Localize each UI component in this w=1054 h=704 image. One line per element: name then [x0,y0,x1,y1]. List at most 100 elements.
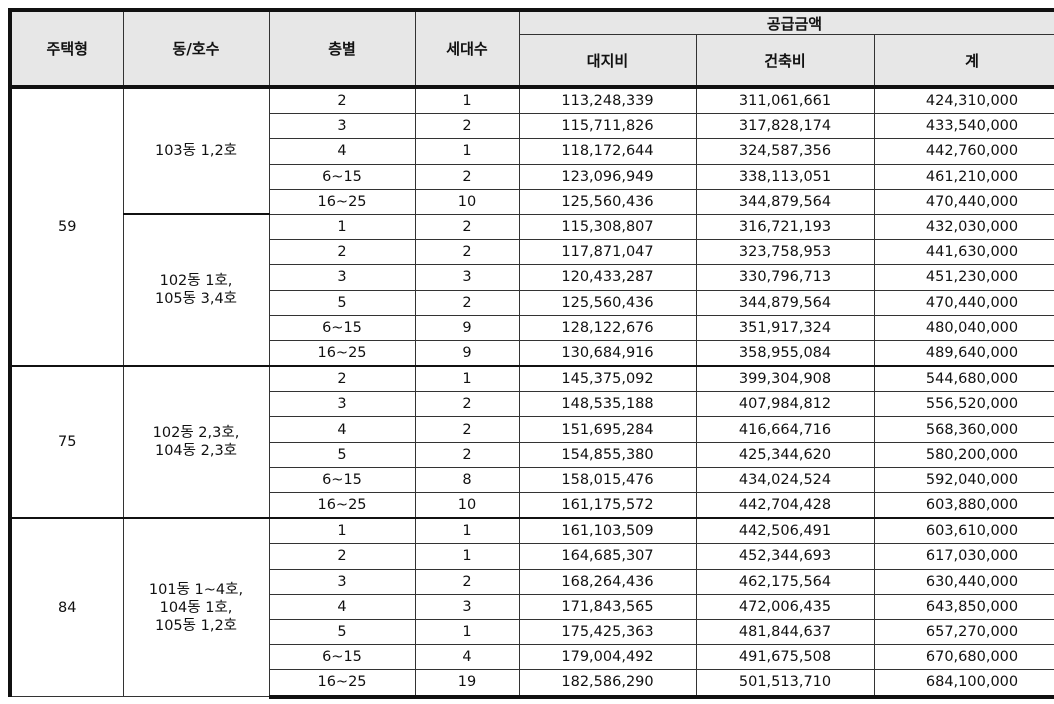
total-cell: 630,440,000 [873,568,1054,595]
table-row: 6~15 4 179,004,492 491,675,508 670,680,000 [10,644,1054,671]
building-cost-cell: 501,513,710 [695,669,875,699]
building-cost-cell: 416,664,716 [695,416,875,443]
floor-cell: 6~15 [268,466,416,494]
households-cell: 2 [414,239,520,266]
header-type: 주택형 [8,8,124,89]
total-cell: 470,440,000 [873,188,1054,215]
total-cell: 643,850,000 [873,593,1054,620]
unit-line: 102동 1호, [159,273,233,290]
unit-line: 103동 1,2호 [154,143,238,160]
floor-cell: 16~25 [268,492,416,519]
unit-line: 105동 3,4호 [154,291,238,308]
total-cell: 592,040,000 [873,466,1054,494]
table-row: 3 2 168,264,436 462,175,564 630,440,000 [10,568,1054,595]
unit-line: 101동 1~4호, [148,581,244,598]
land-cost-cell: 161,103,509 [518,517,697,545]
floor-cell: 6~15 [268,163,416,190]
land-cost-cell: 145,375,092 [518,365,697,393]
building-cost-cell: 399,304,908 [695,365,875,393]
total-cell: 451,230,000 [873,264,1054,291]
floor-cell: 6~15 [268,644,416,671]
table-row: 4 2 151,695,284 416,664,716 568,360,000 [10,416,1054,443]
floor-cell: 5 [268,441,416,468]
table-row: 6~15 9 128,122,676 351,917,324 480,040,000 [10,314,1054,341]
floor-cell: 3 [268,113,416,140]
building-cost-cell: 324,587,356 [695,138,875,165]
building-cost-cell: 311,061,661 [695,86,875,115]
building-cost-cell: 472,006,435 [695,593,875,620]
type-cell: 75 [8,365,124,519]
table-row: 3 3 120,433,287 330,796,713 451,230,000 [10,264,1054,291]
building-cost-cell: 442,506,491 [695,517,875,545]
table-row: 59 103동 1,2호 2 1 113,248,339 311,061,661 424,3… [8,86,1054,367]
unit-line: 102동 2,3호, [152,425,240,442]
floor-cell: 3 [268,391,416,418]
households-cell: 19 [414,669,520,699]
floor-cell: 4 [268,593,416,620]
total-cell: 603,880,000 [873,492,1054,519]
total-cell: 556,520,000 [873,391,1054,418]
supply-price-table: 주택형 동/호수 층별 세대수 공급금액 대지비 건축비 계 59 103동 1,… [8,8,1054,699]
header-households: 세대수 [414,8,520,89]
total-cell: 433,540,000 [873,113,1054,140]
table-row: 75 102동 2,3호, 104동 2,3호 2 1 145,375,092 399,30… [8,365,1054,519]
building-cost-cell: 442,704,428 [695,492,875,519]
floor-cell: 4 [268,416,416,443]
total-cell: 442,760,000 [873,138,1054,165]
land-cost-cell: 125,560,436 [518,289,697,316]
building-cost-cell: 317,828,174 [695,113,875,140]
unit-cell: 102동 2,3호, 104동 2,3호 [122,365,270,519]
total-cell: 670,680,000 [873,644,1054,671]
table-row: 16~25 19 182,586,290 501,513,710 684,100,000 [10,669,1054,699]
households-cell: 9 [414,314,520,341]
table-row: 3 2 115,711,826 317,828,174 433,540,000 [10,113,1054,140]
table-row: 102동 1호, 105동 3,4호 1 2 115,308,807 316,721,19… [10,213,1054,367]
total-cell: 432,030,000 [873,213,1054,241]
households-cell: 3 [414,593,520,620]
land-cost-cell: 168,264,436 [518,568,697,595]
land-cost-cell: 148,535,188 [518,391,697,418]
floor-cell: 2 [268,365,416,393]
building-cost-cell: 425,344,620 [695,441,875,468]
land-cost-cell: 158,015,476 [518,466,697,494]
unit-cell: 103동 1,2호 [122,86,270,215]
floor-cell: 5 [268,289,416,316]
table-row: 16~25 10 125,560,436 344,879,564 470,440,000 [10,188,1054,215]
households-cell: 2 [414,391,520,418]
building-cost-cell: 344,879,564 [695,188,875,215]
total-cell: 489,640,000 [873,339,1054,367]
total-cell: 684,100,000 [873,669,1054,699]
building-cost-cell: 462,175,564 [695,568,875,595]
land-cost-cell: 115,308,807 [518,213,697,241]
land-cost-cell: 161,175,572 [518,492,697,519]
households-cell: 9 [414,339,520,367]
table-row: 5 2 125,560,436 344,879,564 470,440,000 [10,289,1054,316]
households-cell: 2 [414,568,520,595]
households-cell: 10 [414,188,520,215]
building-cost-cell: 338,113,051 [695,163,875,190]
total-cell: 424,310,000 [873,86,1054,115]
header-total: 계 [873,34,1054,89]
floor-cell: 2 [268,86,416,115]
land-cost-cell: 123,096,949 [518,163,697,190]
households-cell: 1 [414,618,520,646]
land-cost-cell: 117,871,047 [518,239,697,266]
households-cell: 2 [414,113,520,140]
table-row: 2 1 164,685,307 452,344,693 617,030,000 [10,543,1054,570]
households-cell: 1 [414,86,520,115]
households-cell: 1 [414,517,520,545]
total-cell: 544,680,000 [873,365,1054,393]
header-supply-amount: 공급금액 [518,8,1054,35]
table-row: 6~15 8 158,015,476 434,024,524 592,040,000 [10,466,1054,494]
households-cell: 2 [414,289,520,316]
land-cost-cell: 118,172,644 [518,138,697,165]
header-floor: 층별 [268,8,416,89]
building-cost-cell: 434,024,524 [695,466,875,494]
land-cost-cell: 154,855,380 [518,441,697,468]
table-row: 4 3 171,843,565 472,006,435 643,850,000 [10,593,1054,620]
header-land-cost: 대지비 [518,34,697,89]
land-cost-cell: 128,122,676 [518,314,697,341]
land-cost-cell: 164,685,307 [518,543,697,570]
floor-cell: 3 [268,568,416,595]
land-cost-cell: 175,425,363 [518,618,697,646]
